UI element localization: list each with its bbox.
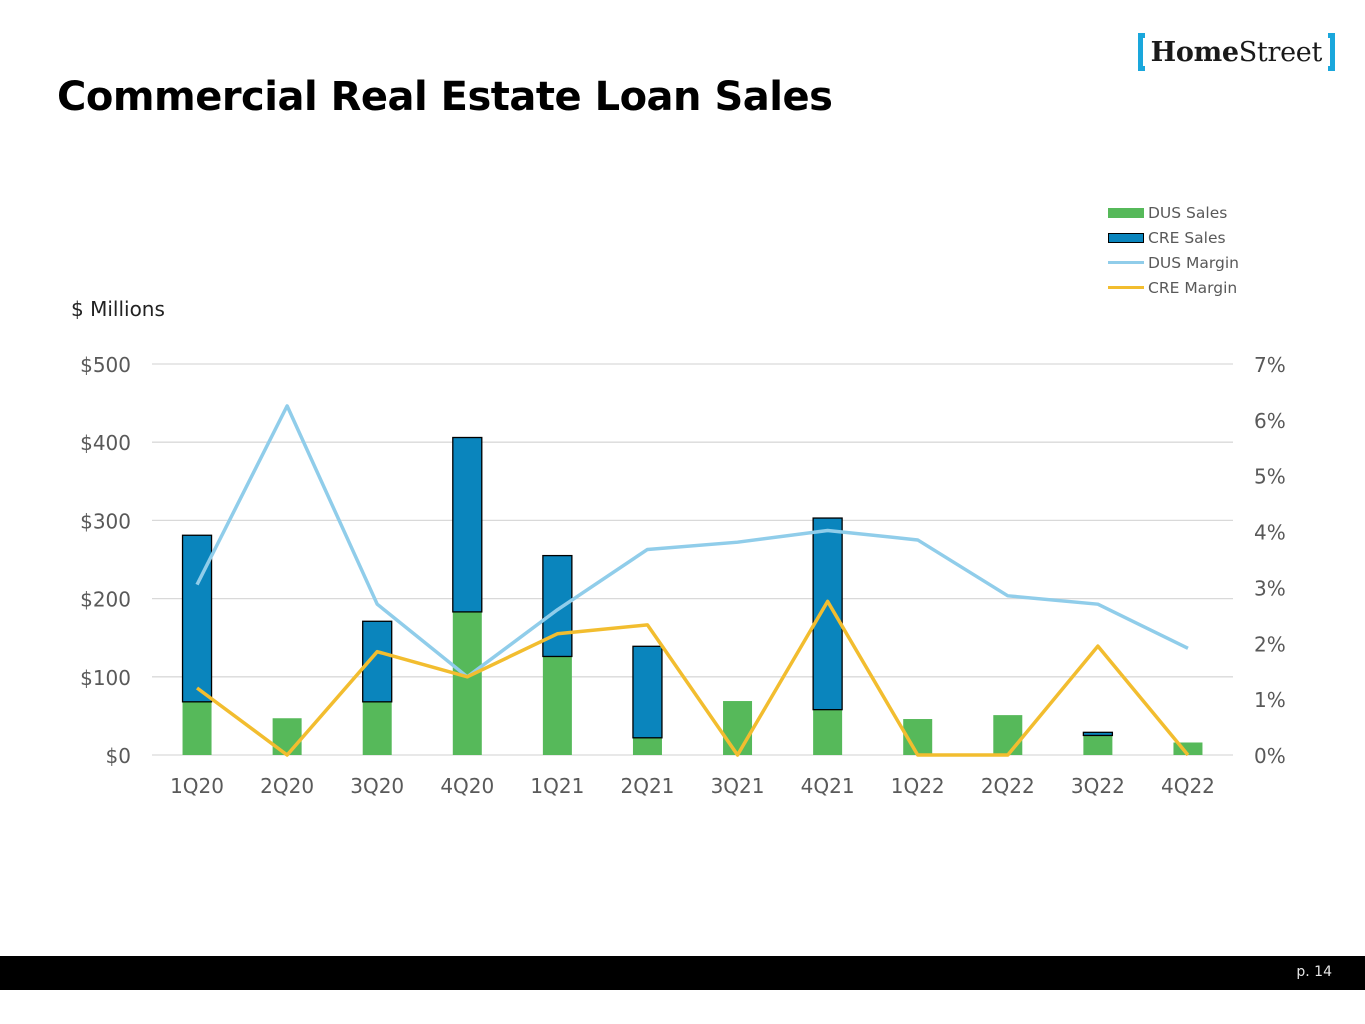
- homestreet-logo: HomeStreet: [1137, 30, 1335, 74]
- left-tick-label: $200: [80, 588, 131, 612]
- right-tick-label: 2%: [1254, 632, 1286, 656]
- bar-dus-sales: [452, 611, 482, 755]
- chart-legend: DUS Sales CRE Sales DUS Margin CRE Margi…: [1108, 200, 1239, 300]
- page-title: Commercial Real Estate Loan Sales: [57, 74, 833, 120]
- bar-dus-sales: [542, 656, 572, 755]
- x-tick-label: 3Q22: [1071, 774, 1125, 798]
- left-tick-label: $0: [106, 744, 131, 768]
- left-tick-label: $400: [80, 431, 131, 455]
- legend-item-dus-margin: DUS Margin: [1108, 250, 1239, 275]
- legend-label-cre-margin: CRE Margin: [1148, 278, 1238, 297]
- legend-label-dus-margin: DUS Margin: [1148, 253, 1239, 272]
- logo-right-bracket: [1328, 33, 1335, 71]
- x-tick-label: 4Q20: [440, 774, 494, 798]
- legend-swatch-cre-sales: [1108, 232, 1144, 243]
- line-cre-margin: [195, 599, 1190, 757]
- units-label: $ Millions: [71, 297, 165, 321]
- page-number: p. 14: [1296, 964, 1332, 980]
- right-tick-label: 5%: [1254, 465, 1286, 489]
- x-tick-label: 2Q20: [260, 774, 314, 798]
- x-tick-label: 1Q21: [530, 774, 584, 798]
- right-tick-label: 7%: [1254, 353, 1286, 377]
- right-tick-label: 3%: [1254, 576, 1286, 600]
- x-tick-label: 3Q20: [350, 774, 404, 798]
- left-tick-label: $500: [80, 353, 131, 377]
- bar-dus-sales: [1083, 735, 1113, 755]
- logo-left-bracket: [1137, 33, 1145, 71]
- bar-dus-sales: [362, 701, 392, 755]
- logo-wordmark: HomeStreet: [1145, 37, 1328, 68]
- legend-swatch-dus-margin: [1108, 261, 1144, 264]
- x-tick-label: 2Q21: [620, 774, 674, 798]
- legend-item-cre-margin: CRE Margin: [1108, 275, 1239, 300]
- legend-swatch-cre-margin: [1108, 286, 1144, 289]
- x-tick-label: 4Q22: [1161, 774, 1215, 798]
- bar-cre-sales: [181, 534, 213, 703]
- bar-dus-sales: [723, 701, 753, 755]
- x-tick-label: 3Q21: [711, 774, 765, 798]
- logo-word-street: Street: [1238, 36, 1323, 68]
- x-tick-label: 2Q22: [981, 774, 1035, 798]
- logo-word-home: Home: [1150, 36, 1239, 68]
- bar-cre-sales: [542, 554, 573, 658]
- bar-dus-sales: [182, 701, 212, 755]
- right-tick-label: 0%: [1254, 744, 1286, 768]
- right-tick-label: 1%: [1254, 688, 1286, 712]
- legend-swatch-dus-sales: [1108, 207, 1144, 218]
- right-tick-label: 4%: [1254, 521, 1286, 545]
- bar-cre-sales: [452, 436, 483, 613]
- legend-item-dus-sales: DUS Sales: [1108, 200, 1239, 225]
- legend-label-cre-sales: CRE Sales: [1148, 228, 1226, 247]
- bar-dus-sales: [993, 715, 1023, 755]
- x-tick-label: 1Q20: [170, 774, 224, 798]
- x-tick-label: 4Q21: [801, 774, 855, 798]
- legend-label-dus-sales: DUS Sales: [1148, 203, 1228, 222]
- line-dus-margin: [195, 404, 1189, 679]
- bar-dus-sales: [813, 709, 843, 755]
- bar-dus-sales: [632, 737, 662, 755]
- bar-cre-sales: [632, 645, 663, 739]
- bar-cre-sales: [1082, 731, 1114, 737]
- legend-item-cre-sales: CRE Sales: [1108, 225, 1239, 250]
- footer-bar: p. 14: [0, 956, 1365, 990]
- sales-chart: $0 $100 $200 $300 $400 $500 0% 1% 2% 3% 4% 5% 6% 7% 1Q…: [80, 353, 1286, 798]
- right-tick-label: 6%: [1254, 409, 1286, 433]
- left-tick-label: $100: [80, 666, 131, 690]
- bar-cre-sales: [812, 517, 843, 711]
- left-tick-label: $300: [80, 509, 131, 533]
- x-tick-label: 1Q22: [891, 774, 945, 798]
